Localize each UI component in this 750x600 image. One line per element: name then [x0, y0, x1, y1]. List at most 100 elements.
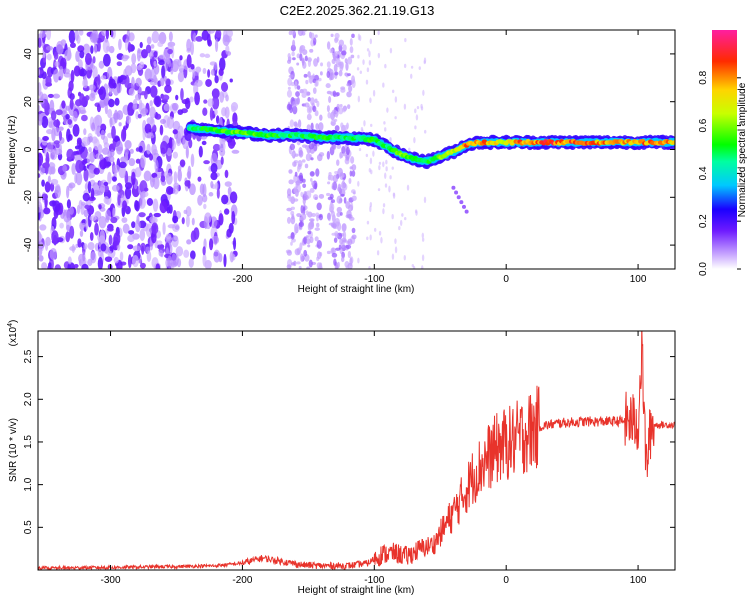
- noise-cell: [211, 235, 220, 245]
- noise-cell: [301, 159, 306, 163]
- noise-cell: [332, 174, 339, 183]
- snr-y-tick-label: 0.5: [23, 520, 34, 534]
- noise-cell: [194, 91, 200, 106]
- noise-cell: [139, 262, 146, 269]
- noise-cell: [195, 66, 202, 73]
- noise-cell: [208, 238, 214, 251]
- noise-cell: [328, 96, 332, 104]
- noise-cell: [153, 50, 158, 58]
- noise-cell: [188, 257, 194, 268]
- noise-cell: [301, 178, 306, 183]
- noise-cell: [394, 96, 398, 103]
- noise-cell: [296, 165, 300, 173]
- noise-cell: [294, 81, 298, 90]
- noise-cell: [84, 95, 90, 101]
- noise-cell: [294, 248, 301, 256]
- noise-cell: [41, 179, 45, 187]
- noise-cell: [369, 205, 372, 213]
- noise-cell: [310, 157, 314, 161]
- noise-cell: [141, 245, 145, 255]
- noise-cell: [159, 77, 165, 87]
- noise-cell: [139, 228, 146, 241]
- noise-cell: [184, 97, 191, 110]
- snr-x-tick-label: 0: [503, 575, 509, 586]
- noise-cell: [38, 201, 43, 213]
- noise-cell: [227, 186, 232, 196]
- noise-cell: [59, 222, 64, 229]
- noise-cell: [131, 221, 136, 229]
- noise-cell: [351, 189, 356, 194]
- noise-cell: [311, 213, 316, 217]
- noise-cell: [45, 241, 49, 251]
- noise-cell: [329, 72, 335, 81]
- noise-cell: [314, 34, 318, 38]
- noise-cell: [38, 113, 43, 126]
- noise-cell: [66, 224, 71, 232]
- figure-title: C2E2.2025.362.21.19.G13: [280, 3, 435, 18]
- noise-cell: [128, 230, 135, 235]
- noise-cell: [46, 30, 52, 41]
- noise-cell: [190, 230, 197, 243]
- noise-cell: [336, 143, 342, 149]
- noise-cell: [112, 176, 117, 182]
- noise-cell: [404, 38, 407, 43]
- noise-cell: [79, 50, 85, 59]
- noise-cell: [46, 141, 54, 153]
- noise-cell: [98, 215, 107, 229]
- noise-cell: [210, 172, 218, 181]
- noise-cell: [362, 59, 365, 65]
- noise-cell: [191, 217, 195, 226]
- noise-cell: [202, 67, 207, 74]
- noise-cell: [334, 233, 339, 238]
- noise-cell: [83, 165, 87, 171]
- snr-y-tick-label: 1.0: [23, 477, 34, 491]
- noise-cell: [336, 195, 342, 204]
- noise-cell: [173, 182, 180, 190]
- noise-cell: [287, 53, 291, 59]
- noise-cell: [340, 87, 346, 93]
- noise-cell: [338, 39, 345, 47]
- noise-cell: [207, 98, 214, 107]
- noise-cell: [134, 167, 142, 178]
- noise-cell: [50, 178, 59, 185]
- noise-cell: [412, 265, 416, 269]
- noise-cell: [291, 51, 295, 57]
- noise-cell: [38, 241, 44, 252]
- noise-cell: [144, 123, 152, 134]
- noise-cell: [461, 204, 466, 209]
- noise-cell: [189, 250, 196, 260]
- spectrogram-cells: [38, 30, 675, 269]
- noise-cell: [131, 76, 135, 91]
- noise-cell: [197, 194, 203, 206]
- noise-cell: [204, 53, 211, 59]
- noise-cell: [341, 106, 347, 113]
- noise-cell: [80, 201, 86, 206]
- noise-cell: [336, 103, 340, 108]
- noise-cell: [302, 206, 306, 216]
- noise-cell: [38, 152, 44, 167]
- noise-cell: [388, 185, 391, 193]
- noise-cell: [394, 238, 397, 245]
- noise-cell: [89, 151, 95, 163]
- noise-cell: [91, 122, 96, 132]
- noise-cell: [66, 199, 71, 209]
- noise-cell: [296, 213, 302, 218]
- noise-cell: [308, 143, 314, 150]
- snr-series-line: [38, 331, 675, 570]
- noise-cell: [291, 214, 295, 220]
- noise-cell: [343, 197, 347, 204]
- noise-cell: [349, 170, 353, 177]
- noise-cell: [38, 68, 41, 77]
- noise-cell: [65, 113, 70, 120]
- noise-cell: [291, 262, 296, 266]
- noise-cell: [313, 37, 317, 46]
- noise-cell: [300, 191, 304, 198]
- noise-cell: [127, 42, 132, 53]
- noise-cell: [331, 252, 338, 258]
- noise-cell: [118, 161, 127, 169]
- noise-cell: [341, 223, 347, 233]
- noise-cell: [456, 195, 461, 200]
- noise-cell: [124, 152, 129, 166]
- noise-cell: [69, 225, 75, 239]
- noise-cell: [330, 210, 336, 218]
